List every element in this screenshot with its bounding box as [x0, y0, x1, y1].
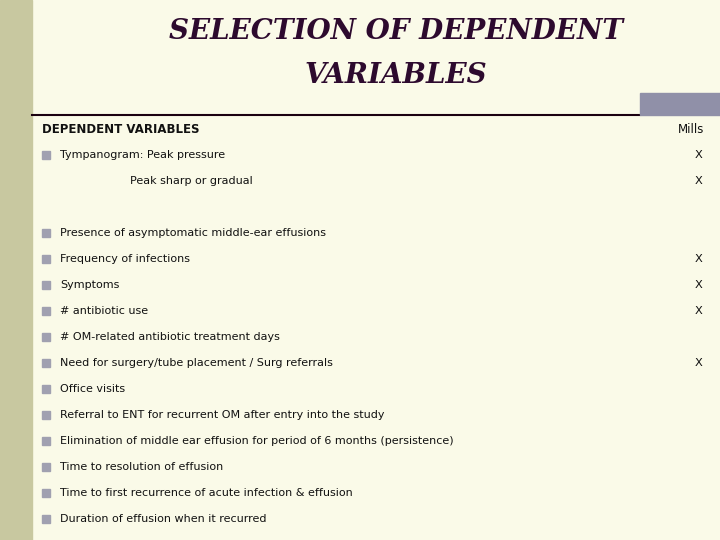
Text: # OM-related antibiotic treatment days: # OM-related antibiotic treatment days: [60, 333, 280, 342]
Text: X: X: [694, 359, 702, 368]
Text: DEPENDENT VARIABLES: DEPENDENT VARIABLES: [42, 123, 199, 136]
Text: Frequency of infections: Frequency of infections: [60, 254, 190, 265]
Text: Time to resolution of effusion: Time to resolution of effusion: [60, 462, 223, 472]
Bar: [42, 307, 50, 315]
Text: Presence of asymptomatic middle-ear effusions: Presence of asymptomatic middle-ear effu…: [60, 228, 326, 238]
Bar: [42, 386, 50, 394]
Bar: [42, 230, 50, 238]
Text: Duration of effusion when it recurred: Duration of effusion when it recurred: [60, 515, 266, 524]
Bar: [0, 0, 32, 540]
Text: Elimination of middle ear effusion for period of 6 months (persistence): Elimination of middle ear effusion for p…: [60, 436, 454, 447]
Text: X: X: [694, 151, 702, 160]
Bar: [42, 463, 50, 471]
Bar: [42, 515, 50, 523]
Text: Symptoms: Symptoms: [60, 280, 120, 291]
Bar: [42, 333, 50, 341]
Text: Office visits: Office visits: [60, 384, 125, 394]
Text: X: X: [694, 177, 702, 186]
Bar: [640, 93, 720, 115]
Bar: [42, 437, 50, 446]
Text: Mills: Mills: [678, 123, 704, 136]
Bar: [42, 360, 50, 367]
Text: X: X: [694, 254, 702, 265]
Bar: [42, 255, 50, 264]
Bar: [42, 151, 50, 159]
Bar: [42, 411, 50, 420]
Text: X: X: [694, 280, 702, 291]
Text: # antibiotic use: # antibiotic use: [60, 306, 148, 316]
Text: Time to first recurrence of acute infection & effusion: Time to first recurrence of acute infect…: [60, 488, 353, 498]
Text: VARIABLES: VARIABLES: [305, 62, 487, 89]
Text: Referral to ENT for recurrent OM after entry into the study: Referral to ENT for recurrent OM after e…: [60, 410, 384, 421]
Text: Need for surgery/tube placement / Surg referrals: Need for surgery/tube placement / Surg r…: [60, 359, 333, 368]
Text: X: X: [694, 306, 702, 316]
Text: SELECTION OF DEPENDENT: SELECTION OF DEPENDENT: [169, 18, 623, 45]
Bar: [42, 489, 50, 497]
Bar: [42, 281, 50, 289]
Text: Peak sharp or gradual: Peak sharp or gradual: [130, 177, 253, 186]
Text: Tympanogram: Peak pressure: Tympanogram: Peak pressure: [60, 151, 225, 160]
